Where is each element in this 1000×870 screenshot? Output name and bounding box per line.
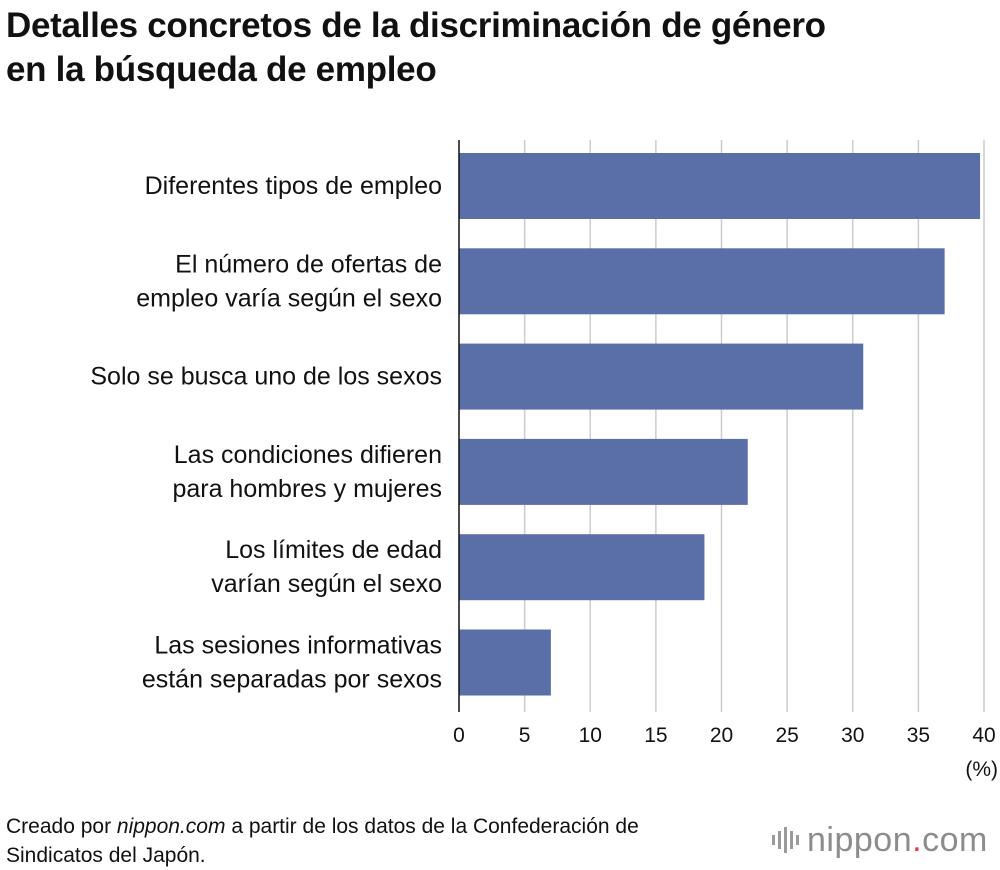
source-suffix: a partir de los datos de la Confederació… <box>225 815 639 838</box>
nippon-logo: nippon.com <box>772 820 988 860</box>
chart-title-line-1: Detalles concretos de la discriminación … <box>6 6 826 45</box>
x-tick-label: 0 <box>453 724 465 747</box>
category-label: empleo varía según el sexo <box>136 284 442 312</box>
chart-title-line-2: en la búsqueda de empleo <box>6 50 437 89</box>
category-label: Los límites de edad <box>225 536 442 564</box>
x-tick-label: 5 <box>519 724 531 747</box>
category-label: están separadas por sexos <box>142 666 442 694</box>
x-tick-label: 10 <box>579 724 602 747</box>
source-note: Creado por nippon.com a partir de los da… <box>6 812 766 870</box>
nippon-logo-text: nippon.com <box>807 820 988 860</box>
category-labels: Diferentes tipos de empleo El número de o… <box>90 172 442 694</box>
bar <box>459 438 748 505</box>
x-tick-label: 15 <box>644 724 667 747</box>
logo-dot: . <box>912 821 923 859</box>
category-label: varían según el sexo <box>211 570 442 598</box>
source-line-2: Sindicatos del Japón. <box>6 844 206 867</box>
source-line-1: Creado por nippon.com a partir de los da… <box>6 812 766 841</box>
bar-chart: Diferentes tipos de empleo El número de o… <box>90 140 998 781</box>
x-tick-label: 25 <box>775 724 798 747</box>
bar <box>459 343 864 410</box>
nippon-logo-mark-icon <box>772 825 799 855</box>
chart-title: Detalles concretos de la discriminación … <box>6 4 996 92</box>
source-prefix: Creado por <box>6 815 117 838</box>
x-tick-label: 35 <box>907 724 930 747</box>
x-axis-unit-label: (%) <box>965 758 998 781</box>
category-label: para hombres y mujeres <box>172 475 442 503</box>
bar <box>459 629 551 696</box>
x-tick-label: 20 <box>710 724 733 747</box>
logo-tld: com <box>922 821 988 859</box>
category-label: Diferentes tipos de empleo <box>145 172 442 200</box>
category-label: Las condiciones difieren <box>174 441 442 469</box>
bar <box>459 534 705 601</box>
bar <box>459 153 981 219</box>
x-tick-label: 30 <box>841 724 864 747</box>
bars <box>459 153 981 696</box>
category-label: El número de ofertas de <box>175 250 442 278</box>
category-label: Solo se busca uno de los sexos <box>90 363 442 391</box>
x-tick-label: 40 <box>972 724 995 747</box>
grid-lines <box>523 140 985 712</box>
x-axis-tick-labels: 0 5 10 15 20 25 30 35 40 <box>453 724 996 747</box>
bar <box>459 248 945 315</box>
category-label: Las sesiones informativas <box>154 632 442 660</box>
logo-name: nippon <box>807 821 913 859</box>
source-site-name: nippon.com <box>116 815 226 838</box>
